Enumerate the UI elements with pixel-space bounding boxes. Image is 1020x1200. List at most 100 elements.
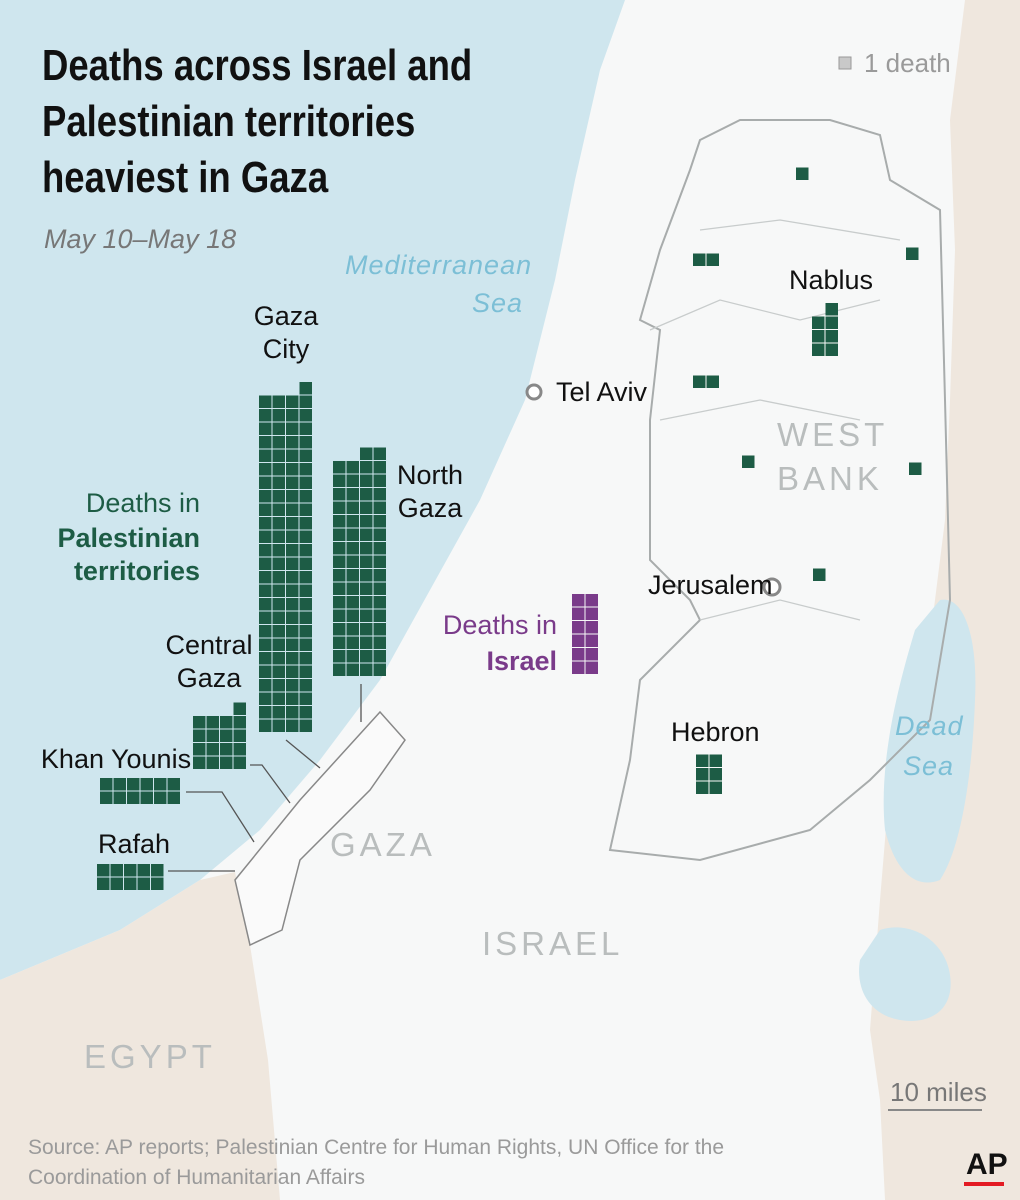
death-square — [272, 571, 285, 584]
death-square — [373, 650, 386, 663]
group-label: City — [263, 334, 310, 364]
region-label: WEST — [777, 416, 888, 453]
death-square — [110, 864, 123, 877]
place-label: Tel Aviv — [556, 377, 648, 407]
death-square — [585, 594, 598, 607]
city-marker — [762, 577, 782, 597]
death-square — [259, 476, 272, 489]
death-squares — [796, 167, 809, 180]
death-square — [333, 474, 346, 487]
region-label: ISRAEL — [482, 925, 623, 962]
death-squares — [742, 455, 755, 468]
death-square — [286, 652, 299, 665]
death-square — [373, 515, 386, 528]
death-square — [272, 476, 285, 489]
place-label: Hebron — [671, 717, 760, 747]
death-square — [259, 436, 272, 449]
place-label: Nablus — [789, 265, 873, 295]
death-square — [693, 375, 706, 388]
death-square — [299, 517, 312, 530]
death-square — [286, 638, 299, 651]
death-square — [299, 706, 312, 719]
water-label: Sea — [472, 288, 523, 318]
source: Source: AP reports; Palestinian Centre f… — [28, 1136, 724, 1159]
death-square — [286, 692, 299, 705]
death-square — [742, 455, 755, 468]
district-borders — [649, 219, 901, 621]
death-square — [259, 584, 272, 597]
group-label: Gaza — [254, 301, 320, 331]
death-squares — [693, 253, 719, 266]
group-label: Gaza — [398, 493, 464, 523]
death-square — [193, 716, 206, 729]
salt-ponds — [859, 927, 951, 1021]
death-square — [906, 247, 919, 260]
death-square — [346, 663, 359, 676]
death-square — [299, 490, 312, 503]
death-square — [909, 462, 922, 475]
legend-label: 1 death — [864, 48, 951, 78]
death-square — [373, 582, 386, 595]
death-square — [709, 781, 722, 794]
death-square — [709, 754, 722, 767]
death-square — [299, 652, 312, 665]
death-square — [572, 621, 585, 634]
death-square — [286, 463, 299, 476]
death-square — [333, 461, 346, 474]
death-squares — [100, 778, 180, 804]
death-square — [333, 663, 346, 676]
palestinian-label: Palestinian — [57, 523, 200, 553]
death-square — [333, 501, 346, 514]
death-square — [825, 330, 838, 343]
death-square — [272, 611, 285, 624]
death-square — [572, 648, 585, 661]
death-square — [346, 501, 359, 514]
death-square — [299, 422, 312, 435]
death-square — [220, 756, 233, 769]
death-square — [346, 636, 359, 649]
death-square — [100, 791, 113, 804]
death-square — [333, 596, 346, 609]
death-square — [360, 582, 373, 595]
death-square — [124, 864, 137, 877]
legend-swatch — [838, 56, 852, 70]
death-square — [346, 569, 359, 582]
dead-sea — [883, 599, 976, 883]
death-square — [286, 625, 299, 638]
death-square — [333, 582, 346, 595]
palestinian-label: territories — [74, 556, 200, 586]
death-square — [825, 343, 838, 356]
death-square — [259, 557, 272, 570]
death-square — [299, 625, 312, 638]
death-square — [272, 598, 285, 611]
death-square — [286, 436, 299, 449]
death-square — [333, 542, 346, 555]
leader-line — [250, 764, 291, 804]
death-squares — [193, 702, 246, 769]
death-square — [373, 663, 386, 676]
death-squares — [97, 864, 164, 890]
death-square — [259, 665, 272, 678]
death-square — [272, 638, 285, 651]
death-square — [299, 665, 312, 678]
death-squares — [813, 568, 826, 581]
death-square — [693, 253, 706, 266]
death-square — [299, 395, 312, 408]
death-square — [360, 501, 373, 514]
group-label: Gaza — [177, 663, 243, 693]
death-square — [373, 609, 386, 622]
death-square — [299, 611, 312, 624]
death-square — [360, 542, 373, 555]
death-square — [346, 528, 359, 541]
death-square — [259, 503, 272, 516]
death-square — [373, 555, 386, 568]
death-square — [373, 636, 386, 649]
death-square — [272, 665, 285, 678]
death-square — [220, 729, 233, 742]
title: Deaths across Israel and — [42, 40, 472, 90]
death-square — [346, 623, 359, 636]
death-square — [360, 447, 373, 460]
group-label: Khan Younis — [41, 744, 191, 774]
death-square — [346, 596, 359, 609]
death-square — [286, 449, 299, 462]
